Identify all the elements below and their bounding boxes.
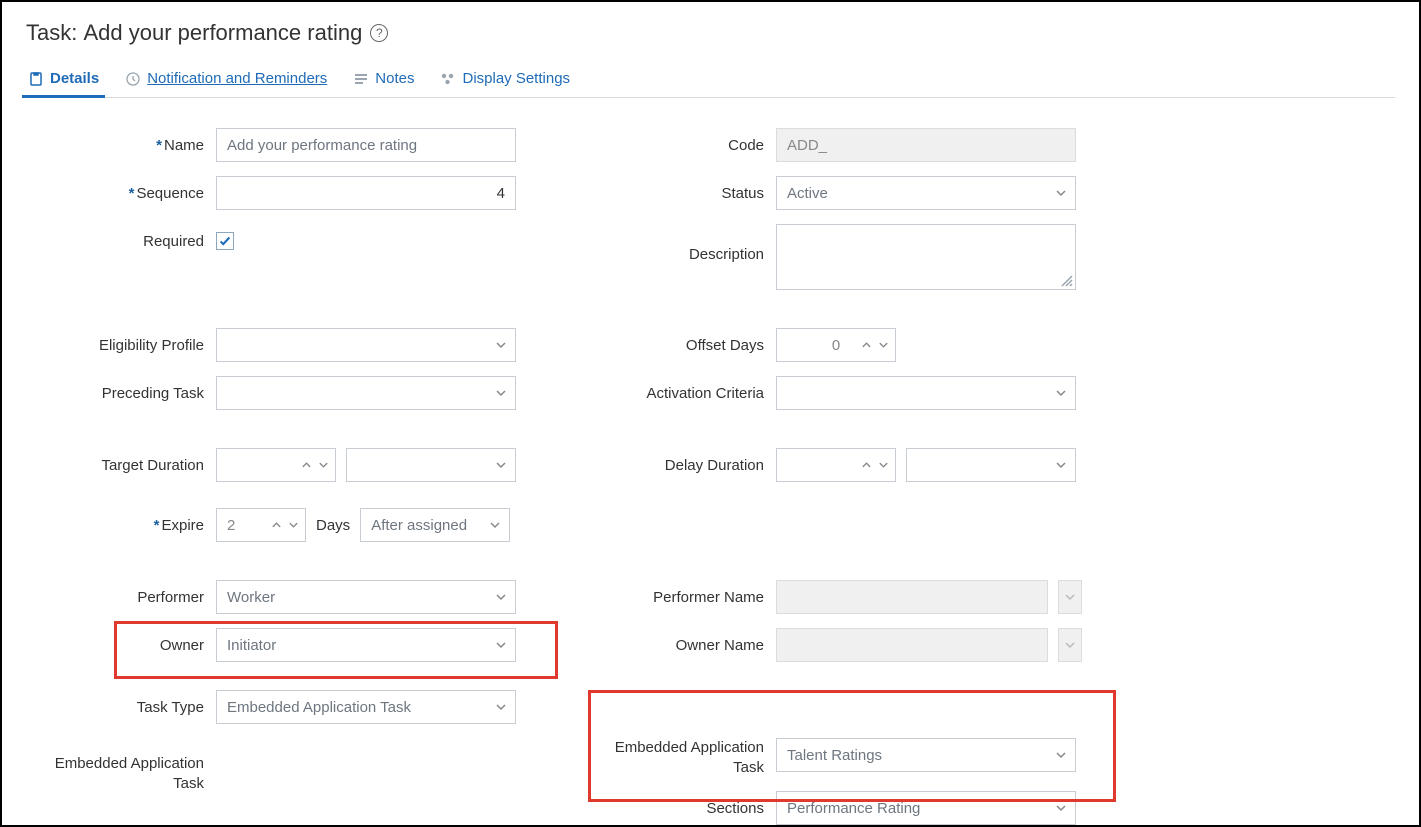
label-delay-duration: Delay Duration bbox=[606, 457, 776, 474]
label-sequence: Sequence bbox=[26, 185, 216, 202]
tab-notifications-label: Notification and Reminders bbox=[147, 70, 327, 87]
preceding-select[interactable] bbox=[216, 376, 516, 410]
help-icon[interactable]: ? bbox=[370, 24, 388, 42]
chevron-down-icon bbox=[1055, 459, 1067, 471]
label-name: Name bbox=[26, 137, 216, 154]
delay-duration-num[interactable] bbox=[776, 448, 896, 482]
clock-icon bbox=[125, 71, 141, 87]
title-name: Add your performance rating bbox=[83, 20, 362, 46]
label-activation: Activation Criteria bbox=[606, 385, 776, 402]
chevron-down-icon bbox=[495, 591, 507, 603]
tab-notes-label: Notes bbox=[375, 70, 414, 87]
chevron-down-icon bbox=[495, 339, 507, 351]
chevron-down-icon bbox=[1055, 749, 1067, 761]
notes-icon bbox=[353, 71, 369, 87]
performer-name-dd[interactable] bbox=[1058, 580, 1082, 614]
label-owner: Owner bbox=[26, 637, 216, 654]
code-value: ADD_ bbox=[787, 137, 827, 154]
offset-value: 0 bbox=[832, 337, 840, 354]
offset-input[interactable]: 0 bbox=[776, 328, 896, 362]
tab-details-label: Details bbox=[50, 70, 99, 87]
label-eligibility: Eligibility Profile bbox=[26, 337, 216, 354]
label-embedded-right: Embedded Application Task bbox=[606, 738, 776, 777]
performer-select[interactable]: Worker bbox=[216, 580, 516, 614]
chevron-down-icon bbox=[495, 639, 507, 651]
label-task-type: Task Type bbox=[26, 699, 216, 716]
resize-grip-icon bbox=[1059, 273, 1073, 287]
label-preceding: Preceding Task bbox=[26, 385, 216, 402]
label-owner-name: Owner Name bbox=[606, 637, 776, 654]
label-sections: Sections bbox=[606, 800, 776, 817]
expire-num[interactable]: 2 bbox=[216, 508, 306, 542]
label-required: Required bbox=[26, 233, 216, 250]
tab-display[interactable]: Display Settings bbox=[438, 64, 572, 97]
target-duration-unit[interactable] bbox=[346, 448, 516, 482]
owner-name-dd[interactable] bbox=[1058, 628, 1082, 662]
label-expire: Expire bbox=[26, 517, 216, 534]
chevron-down-icon bbox=[495, 701, 507, 713]
tab-details[interactable]: Details bbox=[26, 64, 101, 97]
page-title: Task: Add your performance rating ? bbox=[26, 20, 1395, 46]
embedded-task-value: Talent Ratings bbox=[787, 747, 882, 764]
chevron-down-icon bbox=[495, 459, 507, 471]
eligibility-select[interactable] bbox=[216, 328, 516, 362]
label-performer: Performer bbox=[26, 589, 216, 606]
target-duration-num[interactable] bbox=[216, 448, 336, 482]
embedded-left-line1: Embedded Application bbox=[55, 755, 204, 772]
embedded-left-line2: Task bbox=[173, 775, 204, 792]
label-performer-name: Performer Name bbox=[606, 589, 776, 606]
label-embedded-left: Embedded Application Task bbox=[26, 754, 216, 793]
expire-after-value: After assigned bbox=[371, 517, 467, 534]
description-textarea[interactable] bbox=[776, 224, 1076, 290]
chevron-down-icon bbox=[489, 519, 501, 531]
clipboard-icon bbox=[28, 71, 44, 87]
display-icon bbox=[440, 71, 456, 87]
expire-after-select[interactable]: After assigned bbox=[360, 508, 510, 542]
spinner-icon bbox=[301, 460, 329, 471]
tab-display-label: Display Settings bbox=[462, 70, 570, 87]
expire-days-label: Days bbox=[316, 511, 350, 540]
spinner-icon bbox=[861, 340, 889, 351]
spinner-icon bbox=[861, 460, 889, 471]
sections-select[interactable]: Performance Rating bbox=[776, 791, 1076, 825]
title-prefix: Task: bbox=[26, 20, 77, 46]
chevron-down-icon bbox=[1055, 802, 1067, 814]
chevron-down-icon bbox=[1055, 387, 1067, 399]
status-value: Active bbox=[787, 185, 828, 202]
required-checkbox[interactable] bbox=[216, 232, 234, 250]
expire-value: 2 bbox=[227, 517, 235, 534]
code-input: ADD_ bbox=[776, 128, 1076, 162]
performer-value: Worker bbox=[227, 589, 275, 606]
label-description: Description bbox=[606, 224, 776, 263]
sequence-value: 4 bbox=[497, 185, 505, 202]
label-offset: Offset Days bbox=[606, 337, 776, 354]
owner-value: Initiator bbox=[227, 637, 276, 654]
tab-bar: Details Notification and Reminders Notes… bbox=[26, 64, 1395, 98]
label-target-duration: Target Duration bbox=[26, 457, 216, 474]
name-value: Add your performance rating bbox=[227, 137, 417, 154]
spinner-icon bbox=[271, 520, 299, 531]
task-window: Task: Add your performance rating ? Deta… bbox=[0, 0, 1421, 827]
activation-select[interactable] bbox=[776, 376, 1076, 410]
sequence-input[interactable]: 4 bbox=[216, 176, 516, 210]
chevron-down-icon bbox=[1064, 591, 1076, 603]
chevron-down-icon bbox=[495, 387, 507, 399]
owner-select[interactable]: Initiator bbox=[216, 628, 516, 662]
sections-value: Performance Rating bbox=[787, 800, 920, 817]
label-code: Code bbox=[606, 137, 776, 154]
chevron-down-icon bbox=[1055, 187, 1067, 199]
status-select[interactable]: Active bbox=[776, 176, 1076, 210]
embedded-task-select[interactable]: Talent Ratings bbox=[776, 738, 1076, 772]
label-status: Status bbox=[606, 185, 776, 202]
form-area: Name Add your performance rating Sequenc… bbox=[26, 128, 1395, 827]
delay-duration-unit[interactable] bbox=[906, 448, 1076, 482]
chevron-down-icon bbox=[1064, 639, 1076, 651]
owner-name-input bbox=[776, 628, 1048, 662]
performer-name-input bbox=[776, 580, 1048, 614]
task-type-select[interactable]: Embedded Application Task bbox=[216, 690, 516, 724]
name-input[interactable]: Add your performance rating bbox=[216, 128, 516, 162]
tab-notes[interactable]: Notes bbox=[351, 64, 416, 97]
tab-notifications[interactable]: Notification and Reminders bbox=[123, 64, 329, 97]
task-type-value: Embedded Application Task bbox=[227, 699, 411, 716]
